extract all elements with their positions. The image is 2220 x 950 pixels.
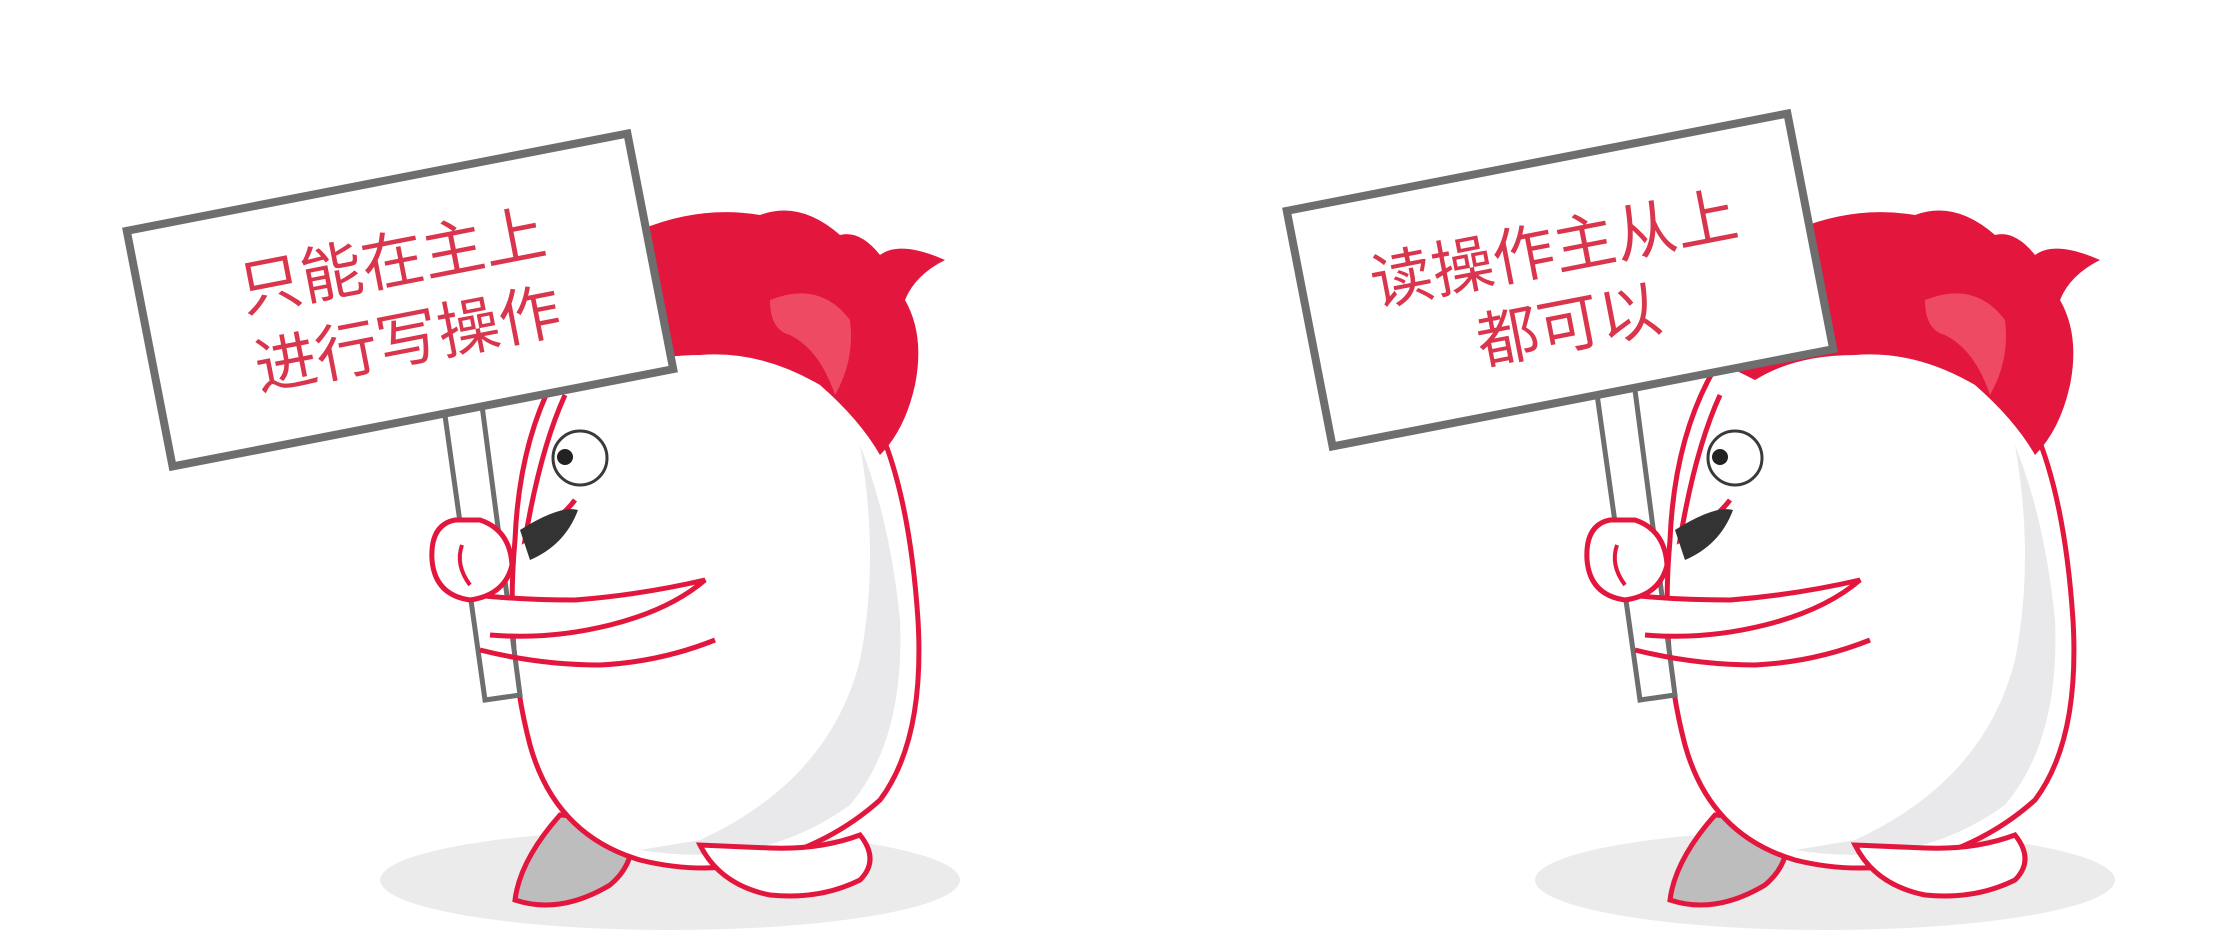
left-mascot: 只能在主上 进行写操作 <box>122 128 960 930</box>
right-mascot: 读操作主从上 都可以 <box>1282 108 2115 930</box>
right-sign: 读操作主从上 都可以 <box>1282 108 1838 452</box>
left-sign: 只能在主上 进行写操作 <box>122 128 678 472</box>
